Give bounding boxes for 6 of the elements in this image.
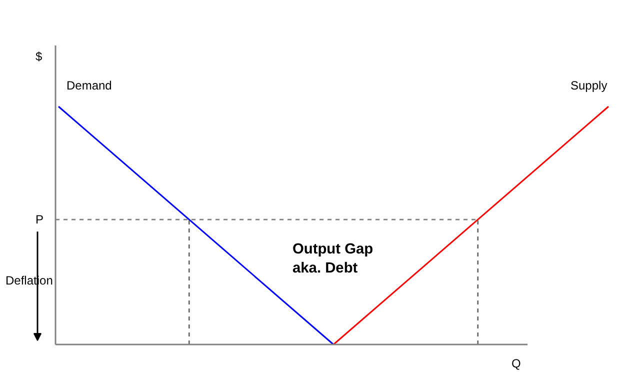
y-axis-title: $	[36, 50, 42, 64]
x-axis-title: Q	[512, 356, 521, 370]
series-label: Demand	[66, 78, 112, 92]
ref-line-label: P	[36, 212, 44, 227]
series-label: Supply	[570, 78, 608, 92]
annotation: Output Gap aka. Debt	[292, 241, 374, 276]
